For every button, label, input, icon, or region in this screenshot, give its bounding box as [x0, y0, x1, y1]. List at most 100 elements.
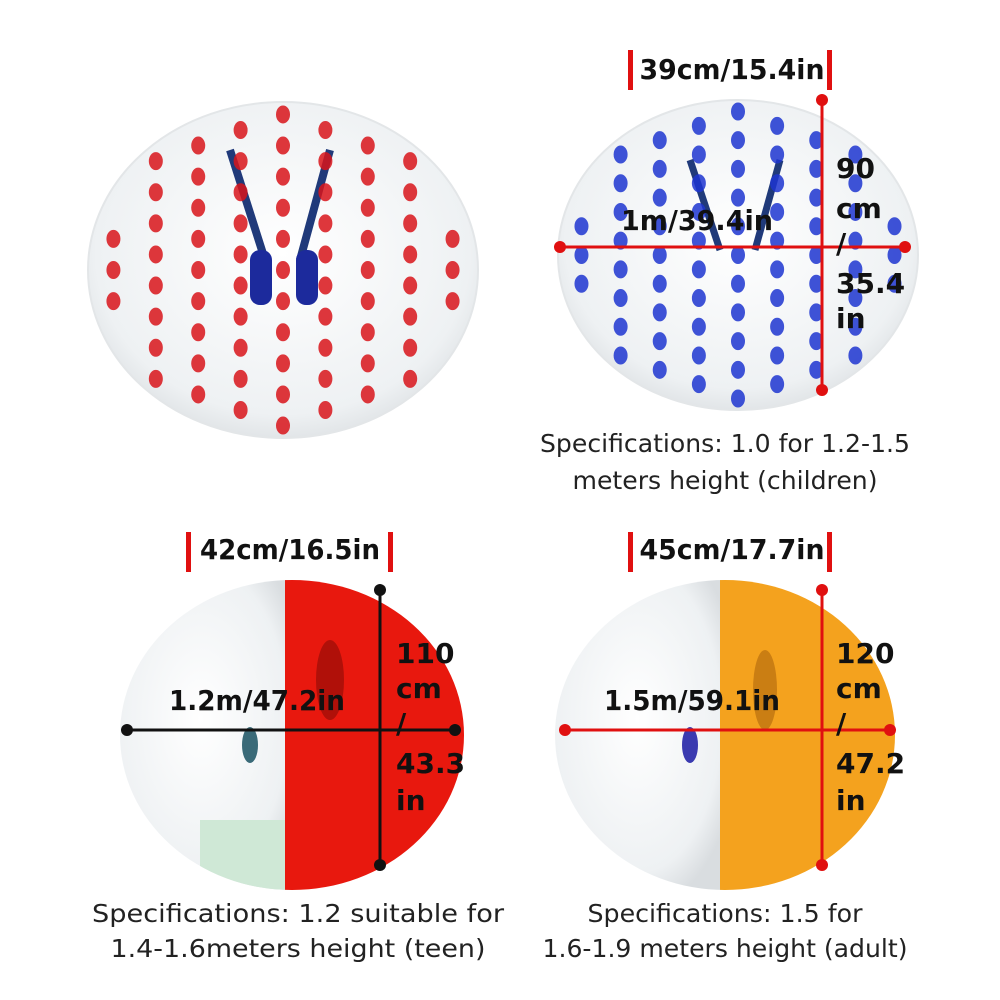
- dot: [403, 214, 418, 233]
- height-label: /: [836, 707, 847, 740]
- dimension-lines: [121, 50, 911, 871]
- spec-text: meters height (children): [573, 466, 878, 495]
- dot: [191, 354, 206, 373]
- bubble-ball-red-half: [120, 580, 464, 890]
- dot: [770, 174, 785, 193]
- dot: [445, 229, 460, 248]
- dot: [652, 246, 667, 264]
- depth-label: 39cm/15.4in: [640, 53, 825, 86]
- dot: [652, 131, 667, 150]
- dot: [403, 183, 418, 202]
- height-label: /: [836, 227, 847, 260]
- dot: [887, 246, 902, 264]
- dot: [691, 375, 706, 394]
- dot: [770, 317, 785, 336]
- depth-label: 45cm/17.7in: [640, 533, 825, 566]
- dot: [276, 292, 290, 311]
- dot: [848, 346, 863, 365]
- dot: [318, 152, 333, 171]
- height-label: in: [836, 302, 866, 335]
- dot: [233, 152, 248, 171]
- dot: [360, 292, 375, 311]
- dot: [318, 338, 333, 357]
- height-label: cm: [836, 192, 882, 225]
- dot: [276, 416, 290, 435]
- dot: [318, 401, 333, 419]
- dot: [691, 174, 706, 193]
- dot: [731, 303, 745, 322]
- dot: [318, 214, 333, 233]
- width-label: 1.5m/59.1in: [604, 684, 780, 717]
- dot: [318, 276, 333, 295]
- dot: [731, 159, 745, 178]
- dot: [652, 360, 667, 379]
- dot: [691, 289, 706, 308]
- dot: [360, 198, 375, 217]
- dot: [731, 274, 745, 293]
- dot: [148, 245, 163, 264]
- spec-text: Specifications: 1.0 for 1.2-1.5: [540, 429, 910, 458]
- dot: [276, 198, 290, 217]
- dot: [360, 229, 375, 248]
- dot: [318, 245, 333, 264]
- dot: [148, 183, 163, 202]
- dot: [848, 202, 863, 221]
- dot: [652, 332, 667, 351]
- dot: [276, 167, 290, 186]
- width-label: 1m/39.4in: [621, 204, 773, 237]
- dot: [403, 307, 418, 326]
- width-label: 1.2m/47.2in: [169, 684, 345, 717]
- dot: [770, 260, 785, 279]
- dot: [574, 246, 589, 264]
- dot: [148, 369, 163, 388]
- dot: [652, 217, 667, 236]
- dot: [691, 145, 706, 164]
- dot: [770, 231, 785, 250]
- dot: [233, 338, 248, 357]
- dot: [613, 231, 628, 250]
- dot: [887, 217, 902, 236]
- dot: [809, 188, 824, 207]
- dot: [848, 231, 863, 250]
- dot: [106, 261, 121, 279]
- dot: [106, 292, 121, 311]
- dot: [770, 289, 785, 308]
- dot: [652, 188, 667, 207]
- height-label: /: [396, 707, 407, 740]
- spec-text: Specifications: 1.2 suitable for: [92, 899, 505, 928]
- dot: [809, 303, 824, 322]
- dot: [191, 292, 206, 311]
- dot: [731, 217, 745, 236]
- dot: [770, 145, 785, 164]
- height-label: in: [836, 784, 866, 817]
- dot: [360, 354, 375, 373]
- dot: [445, 261, 460, 279]
- height-label: 90: [836, 152, 875, 185]
- dot: [691, 116, 706, 135]
- dot: [574, 274, 589, 293]
- dot: [318, 183, 333, 202]
- dot: [360, 385, 375, 404]
- dot: [318, 307, 333, 326]
- dot: [148, 307, 163, 326]
- dot: [848, 174, 863, 193]
- dot: [731, 389, 745, 408]
- dot: [191, 136, 206, 155]
- dot: [809, 332, 824, 351]
- dot: [848, 317, 863, 336]
- dot: [652, 274, 667, 293]
- dot: [731, 188, 745, 207]
- dot: [360, 167, 375, 186]
- dot: [360, 323, 375, 342]
- dot: [276, 105, 290, 124]
- height-label: 35.4: [836, 267, 905, 300]
- dot: [233, 276, 248, 295]
- dot: [809, 131, 824, 150]
- dot: [318, 121, 333, 139]
- dot: [809, 246, 824, 264]
- dot: [613, 145, 628, 164]
- dot: [652, 159, 667, 178]
- dot: [233, 307, 248, 326]
- spec-text: 1.6-1.9 meters height (adult): [543, 934, 908, 963]
